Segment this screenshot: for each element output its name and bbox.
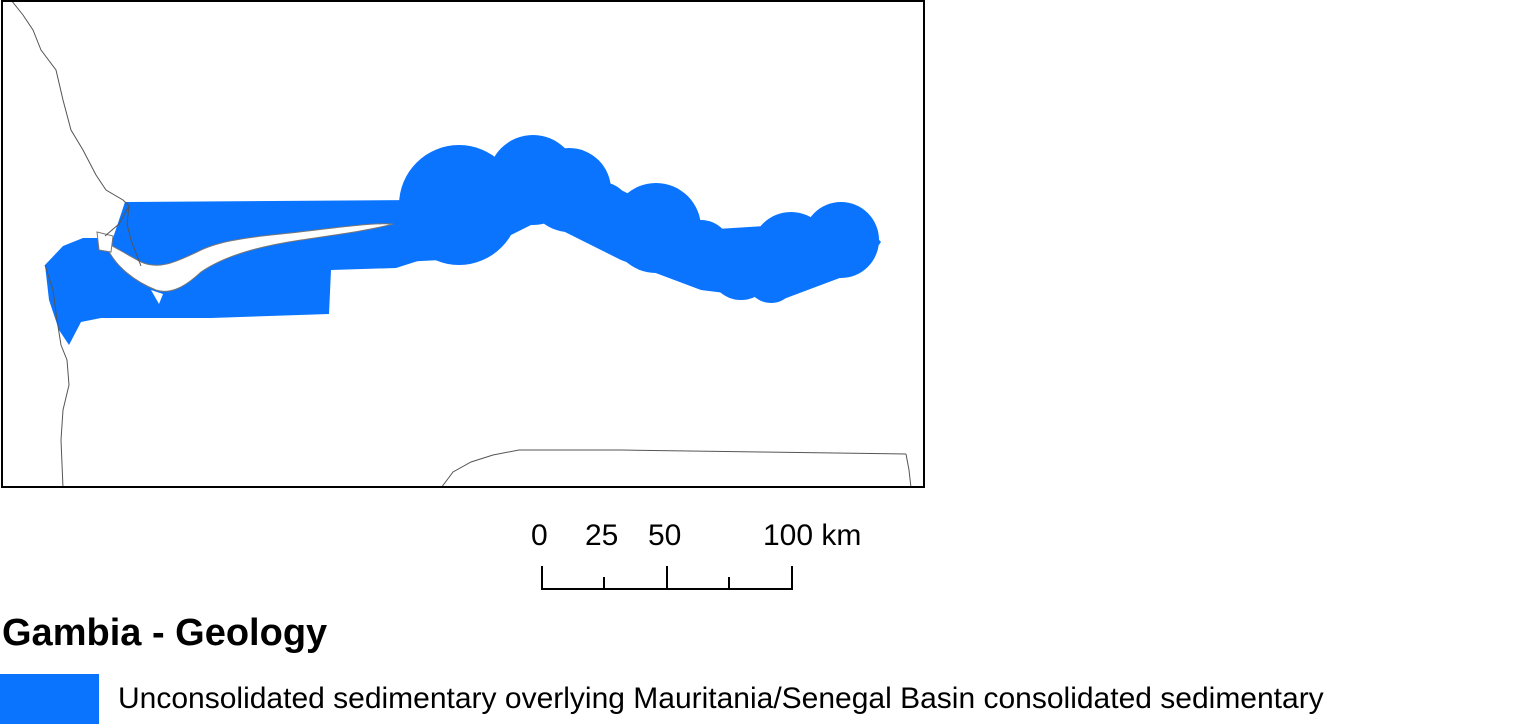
southern-border bbox=[440, 449, 907, 488]
inland-boundary bbox=[126, 205, 142, 267]
scale-bar-graphic bbox=[541, 566, 793, 590]
gambia-central-connector bbox=[401, 190, 881, 300]
eastern-border bbox=[905, 453, 912, 488]
scale-label-25: 25 bbox=[585, 519, 619, 552]
gambia-river bbox=[104, 223, 394, 292]
gambia-west-body bbox=[45, 200, 431, 345]
legend-swatch bbox=[0, 674, 99, 724]
scale-label-0: 0 bbox=[531, 519, 548, 552]
river-mouth bbox=[96, 231, 114, 253]
scale-label-50: 50 bbox=[648, 519, 682, 552]
geology-unit-polygon bbox=[45, 135, 881, 345]
map-frame bbox=[1, 0, 925, 488]
map-title: Gambia - Geology bbox=[2, 612, 328, 654]
map-neatline bbox=[1, 0, 925, 488]
west-coast-inner bbox=[44, 264, 62, 346]
senegal-coastline-north bbox=[10, 0, 130, 237]
scale-bar: 0 25 50 100 km bbox=[520, 515, 900, 595]
legend-label: Unconsolidated sedimentary overlying Mau… bbox=[118, 682, 1324, 715]
gambia-lobe-11 bbox=[363, 232, 399, 268]
river-islet bbox=[151, 290, 163, 304]
scale-label-100: 100 km bbox=[763, 519, 862, 552]
legend-item: Unconsolidated sedimentary overlying Mau… bbox=[0, 674, 1537, 724]
map-canvas bbox=[1, 0, 925, 488]
country-boundaries bbox=[10, 0, 912, 488]
coastline-south bbox=[60, 344, 70, 488]
